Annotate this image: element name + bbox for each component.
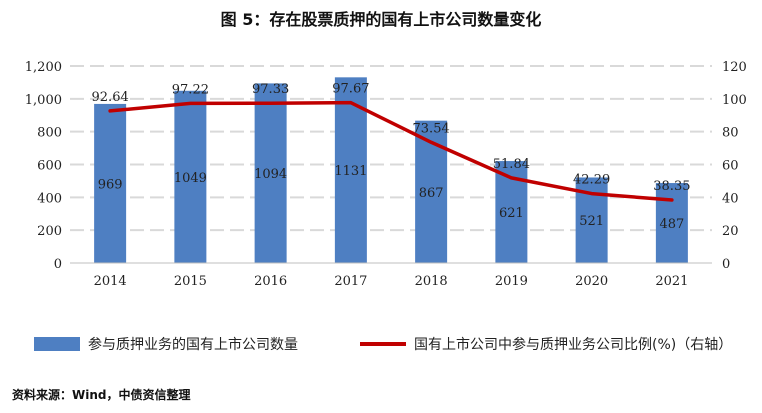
- bar-value-label: 521: [579, 214, 604, 229]
- line-value-label: 51.84: [493, 157, 530, 172]
- bar-2015: [174, 90, 207, 263]
- bar-value-label: 1131: [334, 164, 367, 179]
- x-tick-label: 2016: [254, 274, 287, 289]
- legend-bar-swatch: [34, 337, 80, 351]
- y-left-tick-label: 1,200: [25, 60, 62, 75]
- line-series: [108, 100, 674, 202]
- gridlines: [70, 65, 712, 232]
- y-right-tick-label: 100: [722, 93, 747, 108]
- line-value-label: 92.64: [92, 90, 129, 105]
- legend-item-bar: 参与质押业务的国有上市公司数量: [34, 334, 298, 354]
- line-value-label: 42.29: [573, 173, 610, 188]
- y-right-tick-label: 20: [722, 224, 739, 239]
- line-value-label: 97.33: [252, 82, 289, 97]
- bar-2021: [655, 183, 688, 263]
- bar-2014: [94, 103, 127, 263]
- x-tick-label: 2019: [495, 274, 528, 289]
- y-right-tick-label: 120: [722, 60, 747, 75]
- y-right-tick-label: 80: [722, 126, 739, 141]
- bar-value-label: 867: [419, 186, 444, 201]
- x-tick-label: 2015: [174, 274, 207, 289]
- legend-line-swatch: [360, 342, 406, 346]
- source-note: 资料来源：Wind，中债资信整理: [12, 388, 191, 402]
- y-right-tick-label: 40: [722, 191, 739, 206]
- y-left-tick-label: 0: [54, 257, 62, 272]
- bar-value-label: 487: [659, 217, 684, 232]
- x-tick-label: 2017: [334, 274, 367, 289]
- y-left-tick-label: 800: [37, 126, 62, 141]
- line-value-label: 73.54: [413, 121, 450, 136]
- y-right-tick-label: 0: [722, 257, 730, 272]
- combo-chart: 969 1049 1094 1131 867 621 521 487 92.64 97.22 97.…: [25, 60, 747, 289]
- x-tick-label: 2020: [575, 274, 608, 289]
- bar-value-label: 621: [499, 206, 524, 221]
- x-tick-label: 2014: [94, 274, 127, 289]
- chart-title: 图 5：存在股票质押的国有上市公司数量变化: [220, 10, 542, 29]
- y-left-tick-label: 400: [37, 191, 62, 206]
- x-tick-label: 2018: [415, 274, 448, 289]
- y-left-tick-label: 1,000: [25, 93, 62, 108]
- legend-item-line: 国有上市公司中参与质押业务公司比例(%)（右轴）: [360, 334, 732, 354]
- data-labels: 969 1049 1094 1131 867 621 521 487 92.64 97.22 97.…: [92, 82, 691, 232]
- y-left-tick-label: 200: [37, 224, 62, 239]
- axes: 0 200 400 600 800 1,000 1,200 0 20 40 60 80 100 120 20…: [25, 60, 747, 289]
- y-left-tick-label: 600: [37, 159, 62, 174]
- bar-2016: [254, 83, 287, 263]
- bar-value-label: 1049: [174, 171, 207, 186]
- bar-2018: [415, 120, 448, 263]
- legend-bar-label: 参与质押业务的国有上市公司数量: [88, 337, 298, 353]
- bar-value-label: 1094: [254, 167, 287, 182]
- line-value-label: 38.35: [653, 179, 690, 194]
- legend-line-label: 国有上市公司中参与质押业务公司比例(%)（右轴）: [414, 337, 733, 353]
- legend: 参与质押业务的国有上市公司数量 国有上市公司中参与质押业务公司比例(%)（右轴）: [34, 334, 754, 356]
- y-right-tick-label: 60: [722, 159, 739, 174]
- x-tick-label: 2021: [655, 274, 688, 289]
- bar-value-label: 969: [98, 177, 123, 192]
- line-value-label: 97.67: [332, 82, 369, 97]
- line-ratio-series: [108, 100, 674, 202]
- line-value-label: 97.22: [172, 82, 209, 97]
